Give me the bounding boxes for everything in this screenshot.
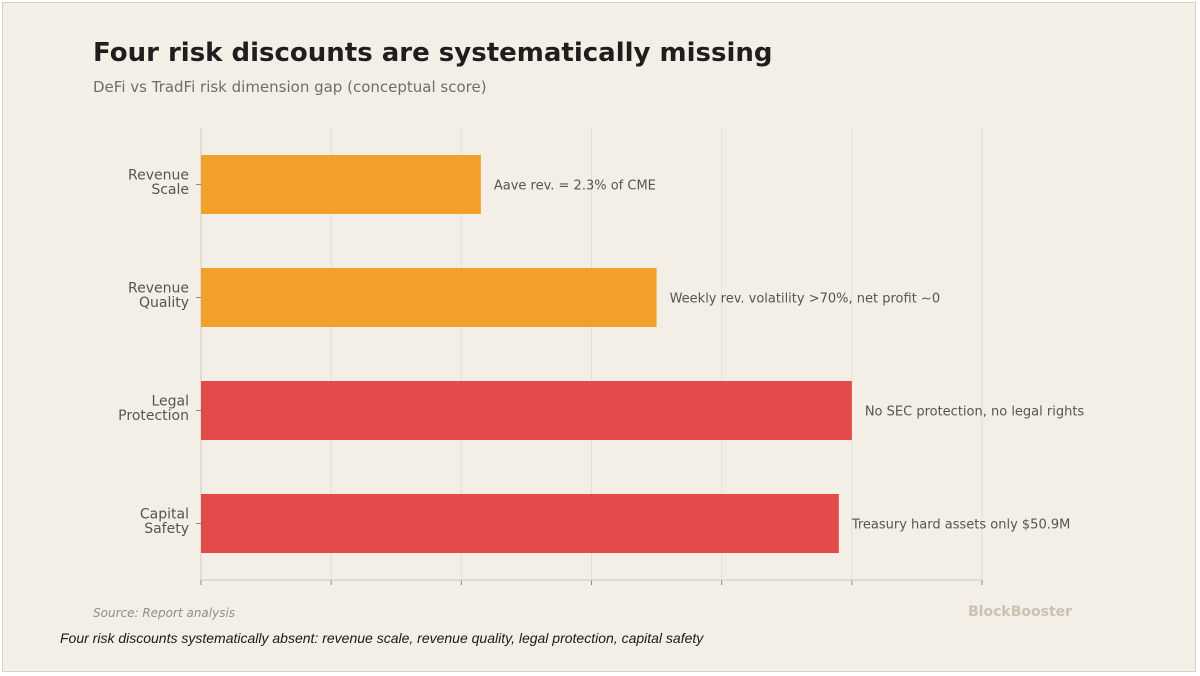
bar <box>201 494 839 553</box>
bar-annotation: Treasury hard assets only $50.9M <box>851 518 1071 533</box>
brand-watermark: BlockBooster <box>968 604 1073 620</box>
source-note: Source: Report analysis <box>93 606 236 620</box>
bar <box>201 268 657 327</box>
y-tick-label: Capital Safety <box>140 506 189 537</box>
bar-annotation: Aave rev. = 2.3% of CME <box>494 179 656 194</box>
chart-subtitle: DeFi vs TradFi risk dimension gap (conce… <box>93 78 487 96</box>
figure-caption: Four risk discounts systematically absen… <box>60 630 704 646</box>
bar <box>201 381 852 440</box>
bar <box>201 155 481 214</box>
bar-annotation: Weekly rev. volatility >70%, net profit … <box>670 292 941 307</box>
bar-annotation: No SEC protection, no legal rights <box>865 405 1085 420</box>
y-tick-label: Legal Protection <box>118 393 189 424</box>
chart-title: Four risk discounts are systematically m… <box>93 38 773 68</box>
y-tick-label: Revenue Scale <box>128 167 189 198</box>
y-tick-label: Revenue Quality <box>128 280 189 311</box>
